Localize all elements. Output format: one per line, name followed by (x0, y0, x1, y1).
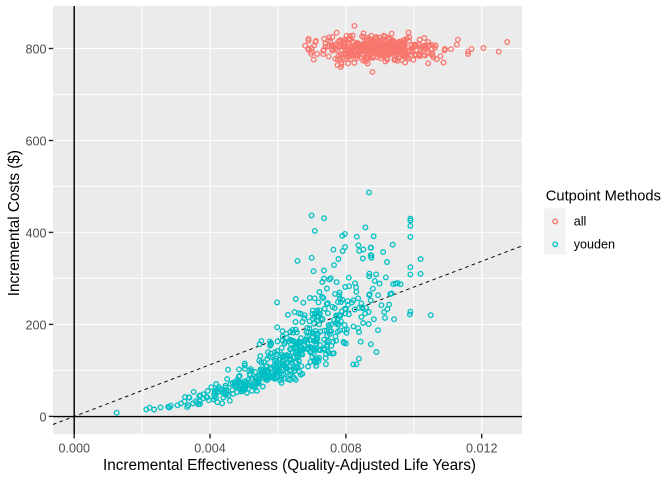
svg-text:0.000: 0.000 (58, 442, 90, 456)
svg-text:Incremental Costs ($): Incremental Costs ($) (6, 150, 23, 296)
svg-text:600: 600 (25, 135, 46, 149)
svg-text:0.004: 0.004 (194, 442, 226, 456)
svg-text:800: 800 (25, 43, 46, 57)
svg-text:all: all (574, 215, 587, 229)
svg-text:Cutpoint Methods: Cutpoint Methods (546, 188, 661, 204)
svg-text:Incremental Effectiveness (Qua: Incremental Effectiveness (Quality-Adjus… (103, 457, 476, 474)
svg-text:0: 0 (39, 411, 46, 425)
svg-text:0.008: 0.008 (330, 442, 362, 456)
svg-text:200: 200 (25, 319, 46, 333)
svg-text:0.012: 0.012 (466, 442, 498, 456)
svg-text:400: 400 (25, 227, 46, 241)
svg-text:youden: youden (574, 237, 615, 251)
